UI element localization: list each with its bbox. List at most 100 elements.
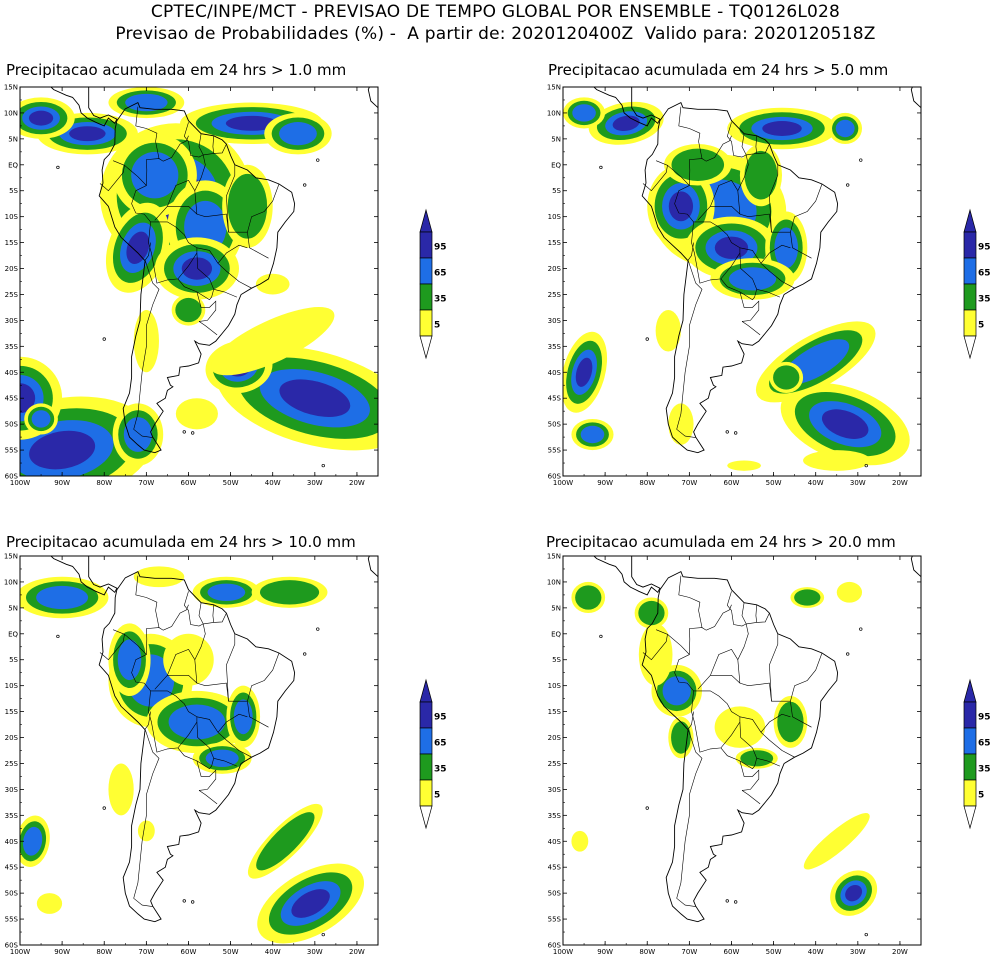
lat-label: 15S	[5, 239, 19, 247]
country-border	[737, 623, 749, 684]
island	[725, 899, 729, 903]
country-border	[167, 180, 196, 207]
lat-label: 55S	[5, 916, 19, 924]
lon-label: 60W	[724, 479, 740, 487]
prob-area-16-2	[123, 417, 153, 452]
colorbar-label: 95	[434, 712, 447, 722]
prob-area-10-0	[803, 813, 870, 870]
colorbar-segment	[963, 753, 977, 781]
panel-2-title: Precipitacao acumulada em 24 hrs > 5.0 m…	[548, 61, 889, 79]
lon-label: 50W	[766, 948, 782, 956]
lat-label: 5S	[9, 187, 18, 195]
prob-area-4-3	[126, 231, 150, 264]
country-border	[247, 183, 280, 233]
country-border	[687, 711, 694, 730]
lat-label: 15S	[548, 708, 562, 716]
lat-label: 25S	[5, 760, 19, 768]
lat-label: 45S	[5, 395, 19, 403]
island	[859, 627, 863, 631]
island	[645, 337, 649, 341]
island	[859, 158, 863, 162]
island	[379, 673, 382, 676]
country-border	[198, 602, 204, 625]
colorbar-segment	[963, 257, 977, 285]
lat-label: 25S	[5, 291, 19, 299]
prob-area-17-2	[31, 410, 51, 428]
country-border	[720, 721, 758, 770]
lat-label: 35S	[548, 812, 562, 820]
colorbar-segment	[963, 779, 977, 807]
colorbar-arrow-top	[963, 678, 977, 703]
coastline	[98, 570, 296, 923]
lat-label: 50S	[548, 421, 562, 429]
lon-label: 30W	[850, 948, 866, 956]
prob-area-8-3	[762, 121, 802, 136]
prob-area-10-2	[125, 93, 168, 112]
country-border	[177, 252, 215, 301]
prob-area-17-0	[655, 310, 681, 352]
country-border	[135, 106, 160, 159]
panel-3-title: Precipitacao acumulada em 24 hrs > 10.0 …	[6, 533, 356, 551]
lon-label: 90W	[54, 948, 70, 956]
coastline	[20, 87, 118, 127]
island	[191, 431, 195, 435]
prob-area-7-2	[572, 104, 596, 122]
country-border	[769, 633, 779, 702]
lon-label: 100W	[553, 479, 573, 487]
country-border	[196, 716, 252, 758]
prob-area-18-0	[803, 450, 871, 471]
colorbar-segment	[963, 309, 977, 337]
colorbar-label: 95	[978, 712, 991, 722]
lon-label: 30W	[307, 948, 323, 956]
lat-label: 50S	[5, 421, 19, 429]
coastline	[367, 556, 378, 578]
lat-label: 50S	[5, 890, 19, 898]
prob-area-3-1	[777, 701, 804, 743]
lon-label: 90W	[597, 479, 613, 487]
prob-area-16-0	[668, 403, 694, 445]
country-border	[148, 690, 198, 753]
country-border	[760, 713, 791, 733]
lat-label: 40S	[5, 838, 19, 846]
colorbar-segment	[963, 231, 977, 259]
prob-area-11-3	[29, 430, 96, 470]
country-border	[667, 165, 690, 186]
coastline	[367, 87, 378, 109]
colorbar-label: 65	[978, 268, 991, 278]
island	[102, 806, 106, 810]
country-border	[133, 729, 160, 907]
lat-label: 5N	[8, 604, 18, 612]
country-border	[213, 758, 238, 767]
colorbar-segment	[963, 701, 977, 729]
country-border	[739, 291, 760, 322]
country-border	[741, 133, 747, 156]
island	[864, 932, 868, 937]
prob-area-6-3	[69, 126, 106, 142]
lon-label: 40W	[808, 479, 824, 487]
prob-area-18-1	[175, 297, 202, 323]
lat-label: 40S	[5, 369, 19, 377]
prob-area-13-3	[279, 379, 351, 417]
colorbar-segment	[419, 231, 433, 259]
prob-area-3-2	[233, 699, 253, 735]
colorbar-label: 95	[434, 242, 447, 252]
country-border	[99, 160, 125, 192]
island	[182, 430, 186, 434]
prob-area-15-0	[137, 820, 155, 842]
country-border	[739, 760, 760, 791]
lat-label: 55S	[5, 447, 19, 455]
country-border	[167, 649, 196, 676]
lat-label: 30S	[5, 786, 19, 794]
country-border	[726, 122, 770, 158]
country-border	[198, 321, 218, 336]
island	[599, 634, 603, 639]
prob-area-15-0	[211, 307, 335, 376]
lon-label: 30W	[307, 479, 323, 487]
island	[316, 627, 320, 631]
lat-label: 5N	[551, 604, 561, 612]
island	[922, 204, 925, 207]
lat-label: 35S	[5, 812, 19, 820]
country-border	[124, 634, 147, 655]
lon-label: 30W	[850, 479, 866, 487]
country-border	[212, 604, 214, 623]
